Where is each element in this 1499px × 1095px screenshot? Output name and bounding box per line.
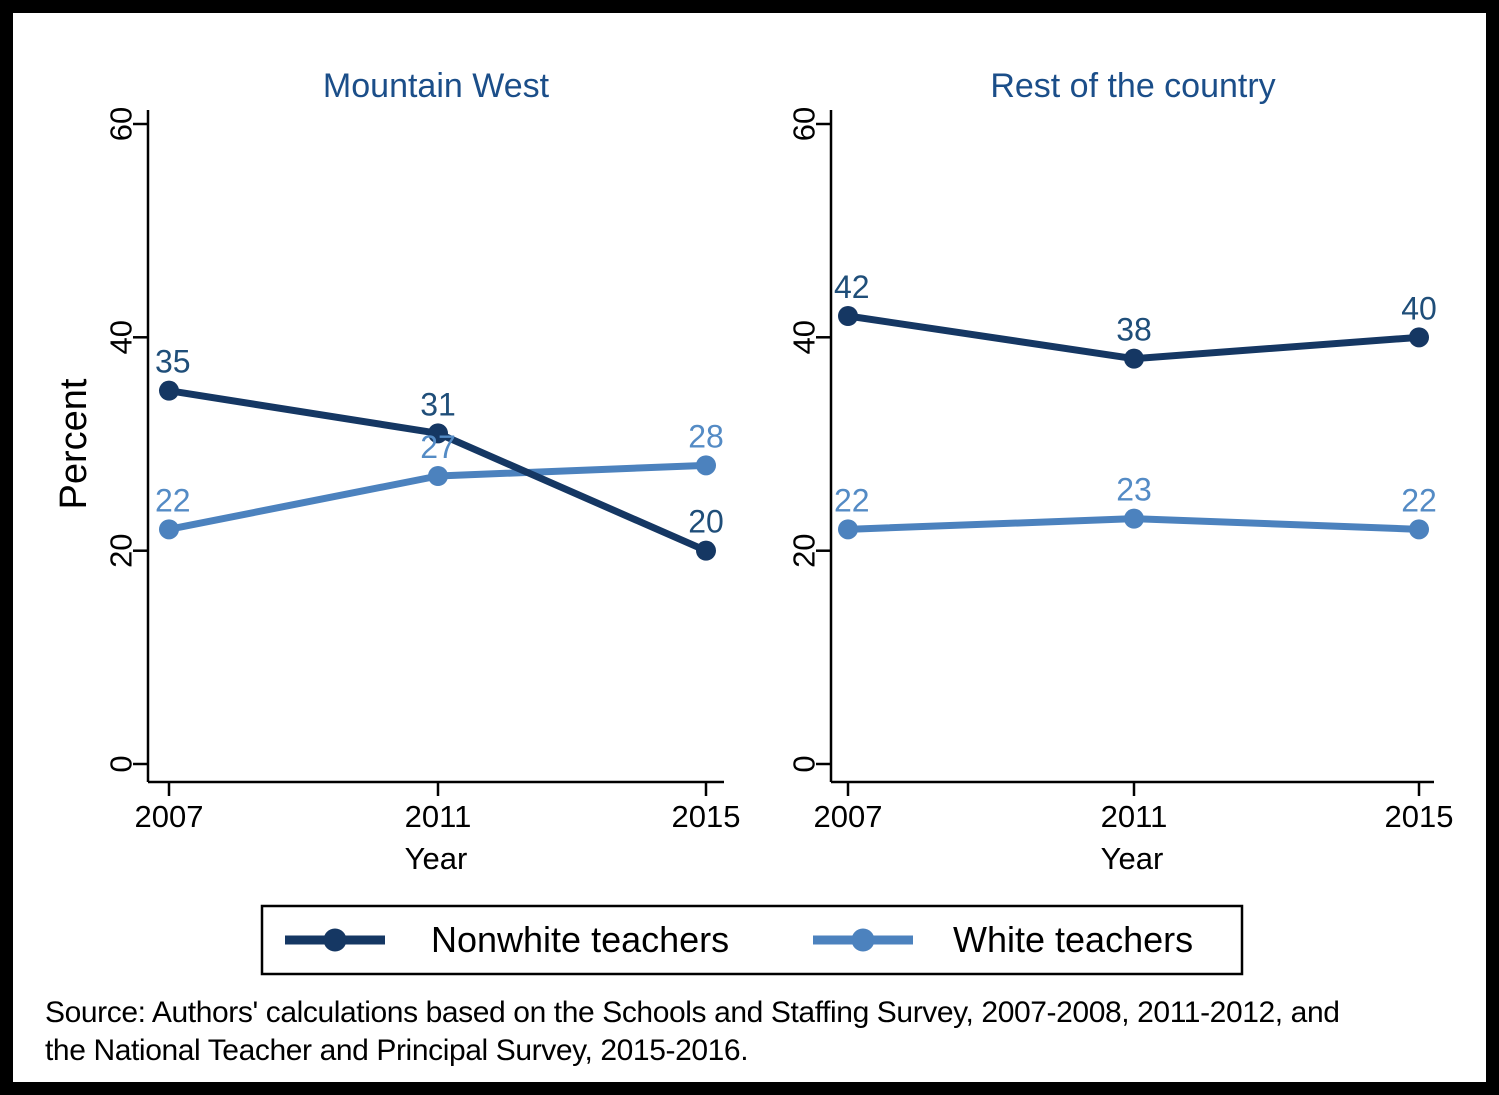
y-tick-label: 0 [787,755,822,772]
data-point-marker [1124,348,1144,369]
data-point-marker [428,466,448,486]
data-label: 38 [1116,312,1152,348]
data-label: 22 [834,482,870,518]
y-tick-label: 60 [787,107,822,141]
panel-title: Rest of the country [990,67,1275,105]
x-tick-label: 2011 [1101,799,1168,834]
figure-canvas: Mountain West 0 20 40 60 2007 2011 2015 … [13,13,1486,1082]
data-label: 23 [1116,472,1152,508]
chart-svg: Mountain West 0 20 40 60 2007 2011 2015 … [45,67,1454,1067]
data-label: 42 [834,269,870,305]
legend-swatch-marker-nonwhite [323,928,347,952]
legend: Nonwhite teachers White teachers [260,904,1244,976]
data-point-marker [1409,519,1429,540]
source-note-line1: Source: Authors' calculations based on t… [45,996,1340,1029]
panel-mountain-west: Mountain West 0 20 40 60 2007 2011 2015 … [53,67,740,876]
legend-box [260,904,1244,976]
legend-swatch-marker-white [851,928,875,952]
x-tick-label: 2007 [814,799,883,834]
data-point-marker [1124,508,1144,529]
data-point-marker [696,455,716,476]
data-point-marker [1409,327,1429,348]
data-point-marker [159,519,179,540]
x-axis-title: Year [1101,841,1164,876]
legend-label-white: White teachers [953,919,1193,960]
panel-rest-of-country: Rest of the country 0 20 40 60 2007 2011… [787,67,1454,876]
x-axis-title: Year [405,841,468,876]
panel-title: Mountain West [323,67,550,105]
y-tick-label: 20 [104,533,139,567]
legend-label-nonwhite: Nonwhite teachers [431,919,729,960]
x-tick-label: 2015 [672,799,741,834]
data-label: 28 [688,418,724,454]
y-tick-label: 0 [104,755,139,772]
data-label: 22 [1401,482,1437,518]
y-axis-title: Percent [53,378,95,509]
y-tick-label: 20 [787,533,822,567]
data-point-marker [159,380,179,401]
data-label: 20 [688,504,724,540]
source-note-line2: the National Teacher and Principal Surve… [45,1034,748,1067]
y-tick-label: 40 [787,320,822,354]
x-tick-label: 2015 [1385,799,1454,834]
y-tick-label: 60 [104,107,139,141]
data-point-marker [428,423,448,444]
data-label: 22 [155,482,191,518]
data-label: 31 [420,386,456,422]
y-tick-label: 40 [104,320,139,354]
x-tick-label: 2011 [405,799,472,834]
data-point-marker [696,540,716,561]
data-label: 27 [420,429,456,465]
series-layer: 35 31 20 22 27 28 [155,344,724,561]
series-layer: 42 38 40 22 23 22 [834,269,1437,540]
x-tick-label: 2007 [135,799,204,834]
data-label: 35 [155,344,191,380]
data-point-marker [838,306,858,326]
data-point-marker [838,519,858,540]
data-label: 40 [1401,290,1437,326]
